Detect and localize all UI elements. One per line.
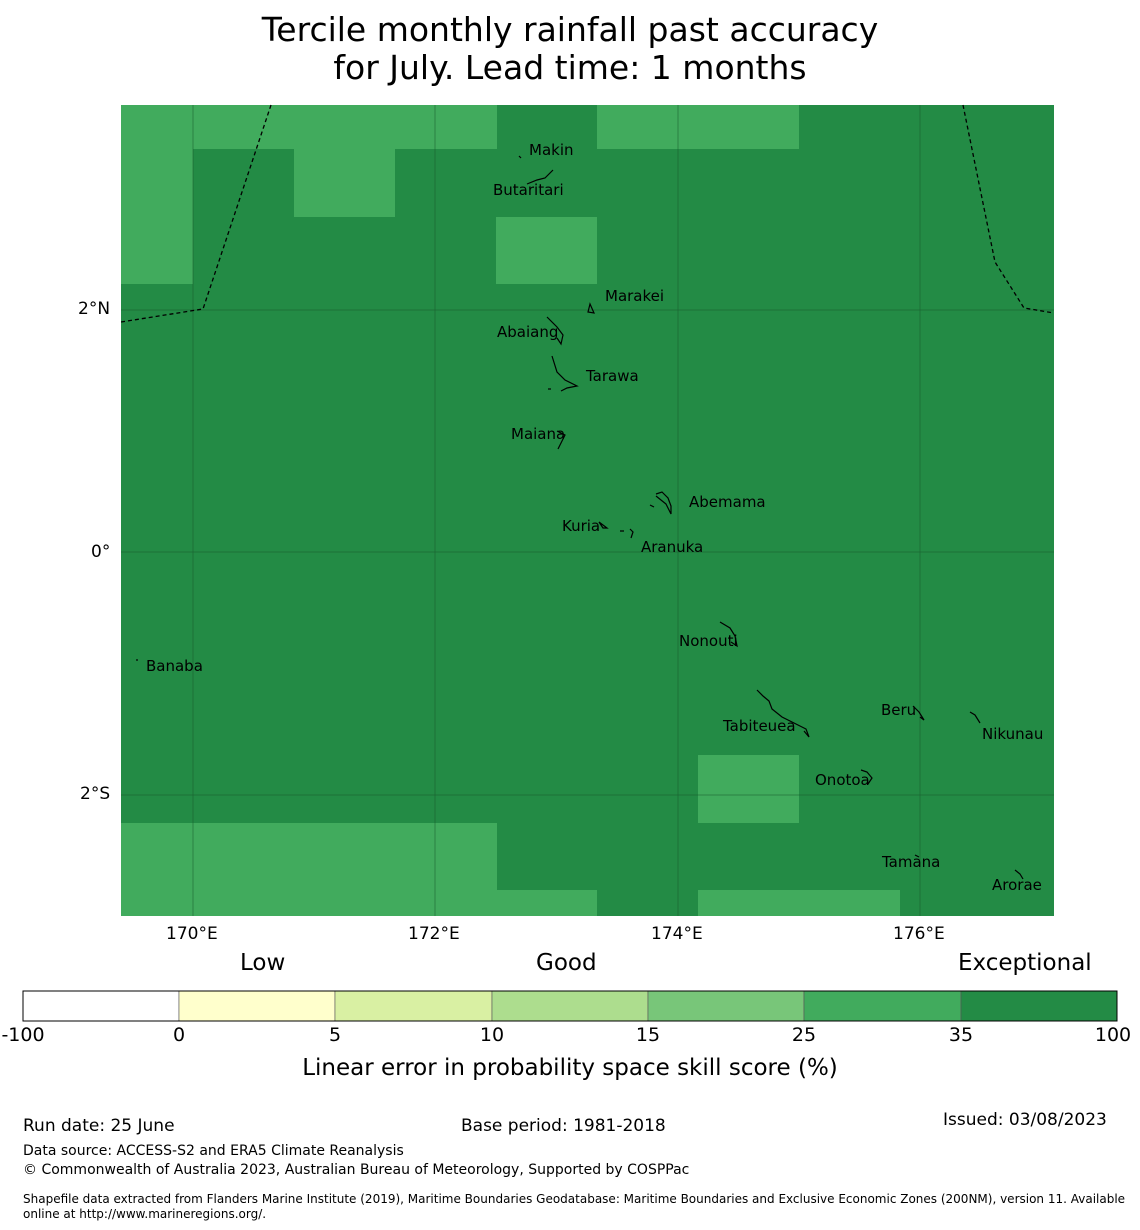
- island-label-aranuka: Aranuka: [641, 538, 703, 556]
- colorbar: [22, 990, 1118, 1022]
- base-period: Base period: 1981-2018: [461, 1116, 666, 1136]
- island-label-banaba: Banaba: [146, 657, 203, 675]
- lon-label-170e: 170°E: [166, 924, 218, 944]
- island-outline-nonouti: [719, 621, 738, 648]
- colorbar-bin: [491, 990, 649, 1022]
- island-outlines: [136, 155, 1024, 880]
- island-outline-abemama-islet: [649, 504, 655, 508]
- copyright: © Commonwealth of Australia 2023, Austra…: [23, 1162, 690, 1178]
- lon-label-176e: 176°E: [893, 924, 945, 944]
- skill-cell: [121, 105, 497, 149]
- lon-label-172e: 172°E: [408, 924, 460, 944]
- skill-cell: [496, 217, 597, 284]
- island-outline-maiana: [556, 430, 566, 450]
- island-label-nikunau: Nikunau: [982, 725, 1043, 743]
- island-label-marakei: Marakei: [605, 287, 664, 305]
- island-outline-nikunau: [969, 711, 981, 724]
- island-outline-arorae: [1014, 869, 1024, 880]
- island-label-butaritari: Butaritari: [493, 181, 564, 199]
- island-outline-marakei: [587, 302, 596, 314]
- colorbar-axis-title: Linear error in probability space skill …: [302, 1055, 838, 1081]
- skill-cell: [121, 149, 193, 284]
- island-outline-makin: [518, 155, 522, 159]
- colorbar-bin: [960, 990, 1118, 1022]
- island-label-abaiang: Abaiang: [497, 323, 558, 341]
- lat-label-2n: 2°N: [78, 299, 111, 319]
- island-outline-beru: [912, 705, 925, 721]
- skill-cell: [597, 105, 799, 149]
- colorbar-tick: 100: [1094, 1024, 1132, 1046]
- gridlines: [121, 105, 1054, 916]
- colorbar-bin: [647, 990, 805, 1022]
- island-outline-abaiang: [546, 316, 564, 346]
- shapefile-credit-line-2: online at http://www.marineregions.org/.: [23, 1207, 267, 1221]
- colorbar-bin: [22, 990, 180, 1022]
- skill-cell: [698, 890, 900, 916]
- category-exceptional: Exceptional: [958, 950, 1092, 976]
- island-label-abemama: Abemama: [689, 493, 766, 511]
- colorbar-bin: [334, 990, 493, 1022]
- colorbar-tick: -100: [1, 1024, 45, 1046]
- colorbar-tick: 25: [791, 1024, 817, 1046]
- island-label-arorae: Arorae: [992, 876, 1042, 894]
- chart-title-line-2: for July. Lead time: 1 months: [333, 48, 807, 87]
- category-low: Low: [240, 950, 286, 976]
- skill-cell: [121, 823, 497, 916]
- eez-boundary-west: [120, 104, 272, 323]
- island-label-onotoa: Onotoa: [815, 771, 870, 789]
- island-label-beru: Beru: [881, 701, 916, 719]
- run-date: Run date: 25 June: [23, 1116, 175, 1136]
- island-label-tabiteuea: Tabiteuea: [722, 717, 796, 735]
- colorbar-frame: [22, 990, 1118, 1022]
- skill-cell: [496, 890, 597, 916]
- data-source: Data source: ACCESS-S2 and ERA5 Climate …: [23, 1143, 404, 1159]
- colorbar-tick: 35: [948, 1024, 974, 1046]
- very-good-cells: [121, 105, 900, 916]
- eez-boundary-east: [962, 104, 1055, 314]
- island-outline-kuria: [598, 521, 609, 529]
- island-outline-tarawa: [551, 355, 579, 392]
- skill-cell: [698, 755, 799, 823]
- island-label-kuria: Kuria: [562, 517, 600, 535]
- island-label-maiana: Maiana: [511, 425, 565, 443]
- island-outline-abemama: [655, 491, 672, 515]
- colorbar-bin: [803, 990, 962, 1022]
- island-label-tarawa: Tarawa: [585, 367, 639, 385]
- lat-label-0: 0°: [91, 542, 111, 562]
- colorbar-bin: [178, 990, 336, 1022]
- issued-date: Issued: 03/08/2023: [943, 1110, 1107, 1130]
- skill-cell: [294, 149, 395, 217]
- colorbar-tick: 5: [328, 1024, 342, 1046]
- island-outline-tabiteuea: [756, 689, 810, 738]
- chart-title-line-1: Tercile monthly rainfall past accuracy: [261, 10, 879, 49]
- lon-label-174e: 174°E: [651, 924, 703, 944]
- colorbar-tick: 15: [635, 1024, 661, 1046]
- island-outline-tamana: [914, 854, 920, 858]
- island-label-nonouti: Nonouti: [679, 632, 738, 650]
- island-label-makin: Makin: [529, 141, 574, 159]
- island-outline-butaritari: [526, 169, 554, 185]
- shapefile-credit-line-1: Shapefile data extracted from Flanders M…: [23, 1192, 1126, 1206]
- colorbar-tick: 10: [479, 1024, 505, 1046]
- colorbar-tick: 0: [172, 1024, 186, 1046]
- island-outline-aranuka: [620, 528, 634, 539]
- category-good: Good: [536, 950, 597, 976]
- island-outline-onotoa: [860, 769, 873, 785]
- island-label-tamana: Tamana: [881, 853, 940, 871]
- lat-label-2s: 2°S: [80, 784, 111, 804]
